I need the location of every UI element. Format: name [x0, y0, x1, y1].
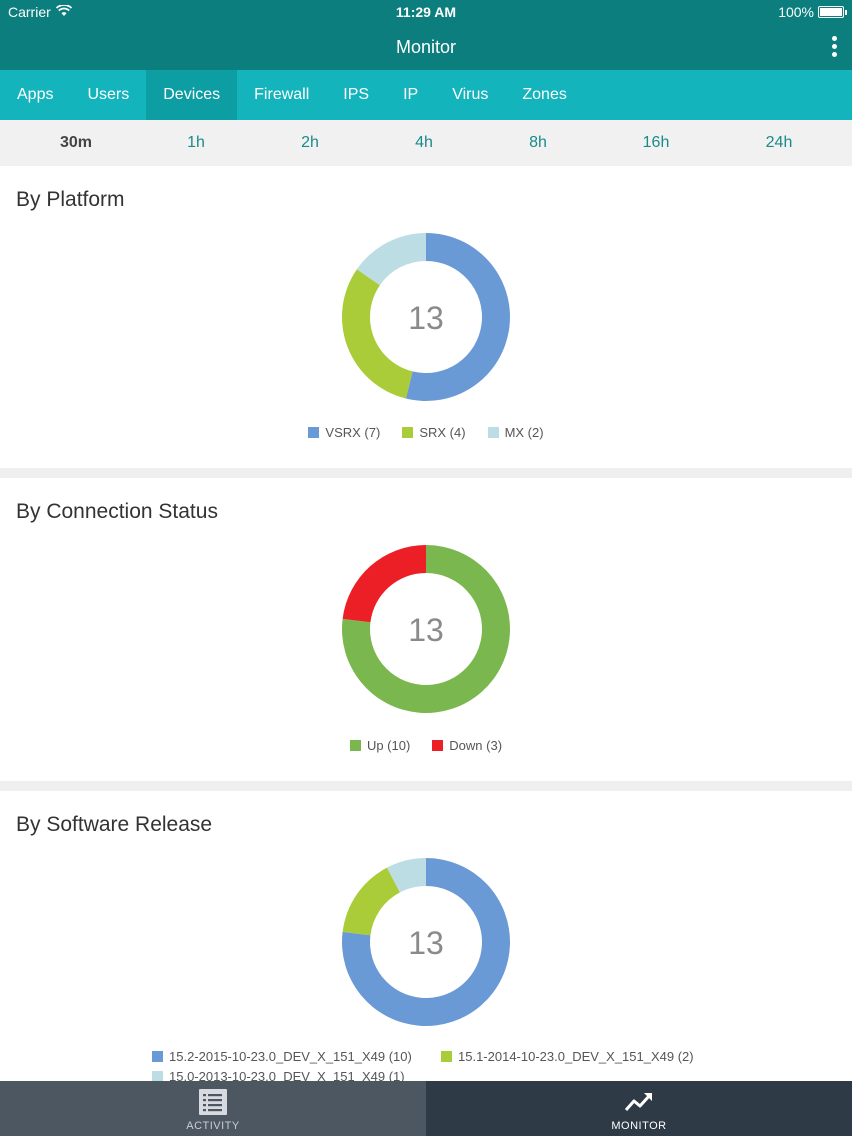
legend-swatch-srx [402, 427, 414, 438]
category-tabs: Apps Users Devices Firewall IPS IP Virus… [0, 70, 852, 120]
time-option-16h[interactable]: 16h [642, 134, 670, 151]
time-option-8h[interactable]: 8h [529, 134, 547, 151]
connection-donut-chart: 13 [342, 545, 510, 713]
bottom-tab-activity-label: ACTIVITY [186, 1120, 240, 1132]
software-section: By Software Release 13 15.2-2015-10-23.0… [0, 791, 852, 1081]
bottom-tab-monitor[interactable]: MONITOR [426, 1081, 852, 1136]
software-total-label: 13 [408, 925, 444, 961]
legend-label-release-151: 15.1-2014-10-23.0_DEV_X_151_X49 (2) [458, 1049, 694, 1064]
legend-item-vsrx: VSRX (7) [308, 425, 380, 440]
wifi-icon [56, 5, 72, 16]
status-bar: Carrier 11:29 AM 100% [0, 0, 852, 24]
legend-swatch-mx [487, 427, 499, 438]
legend-label-mx: MX (2) [504, 425, 544, 440]
battery-icon [818, 6, 847, 18]
legend-item-srx: SRX (4) [402, 425, 466, 440]
section-divider [0, 781, 852, 791]
tab-ip[interactable]: IP [403, 86, 419, 103]
platform-legend: VSRX (7) SRX (4) MX (2) [0, 425, 852, 440]
tab-users[interactable]: Users [87, 86, 130, 103]
section-title-platform: By Platform [16, 188, 125, 211]
tab-firewall[interactable]: Firewall [254, 86, 310, 103]
donut-slice-up [342, 545, 510, 713]
donut-slice-15-0-2013-10-23-0-dev-x-151-x49 [386, 858, 426, 893]
section-title-connection: By Connection Status [16, 500, 218, 523]
time-range-bar: 30m 1h 2h 4h 8h 16h 24h [0, 120, 852, 166]
bottom-tab-monitor-label: MONITOR [611, 1120, 667, 1132]
legend-label-srx: SRX (4) [419, 425, 466, 440]
legend-label-up: Up (10) [366, 738, 411, 753]
trend-up-icon [624, 1093, 652, 1111]
bottom-tab-bar: ACTIVITY MONITOR [0, 1081, 852, 1136]
platform-section: By Platform 13 VSRX (7) SRX (4) MX (2) [0, 166, 852, 468]
platform-total-label: 13 [408, 300, 444, 336]
time-option-4h[interactable]: 4h [415, 134, 433, 151]
donut-slice-mx [356, 233, 426, 286]
legend-item-up: Up (10) [349, 738, 411, 753]
tab-ips[interactable]: IPS [343, 86, 370, 103]
tab-apps[interactable]: Apps [17, 86, 54, 103]
time-option-1h[interactable]: 1h [187, 134, 205, 151]
legend-item-down: Down (3) [432, 738, 502, 753]
page-title: Monitor [395, 37, 457, 57]
tab-zones[interactable]: Zones [522, 86, 567, 103]
time-option-2h[interactable]: 2h [301, 134, 319, 151]
clock: 11:29 AM [395, 4, 457, 20]
tab-devices[interactable]: Devices [146, 70, 238, 120]
donut-slice-down [342, 545, 426, 623]
legend-swatch-up [349, 740, 361, 751]
legend-item-release-151: 15.1-2014-10-23.0_DEV_X_151_X49 (2) [441, 1049, 694, 1064]
legend-item-release-152: 15.2-2015-10-23.0_DEV_X_151_X49 (10) [152, 1049, 412, 1064]
legend-swatch-down [432, 740, 444, 751]
bottom-tab-activity[interactable]: ACTIVITY [0, 1081, 426, 1136]
legend-label-release-150: 15.0-2013-10-23.0_DEV_X_151_X49 (1) [169, 1069, 405, 1081]
donut-slice-15-2-2015-10-23-0-dev-x-151-x49 [342, 858, 510, 1026]
section-title-software: By Software Release [16, 813, 213, 836]
legend-swatch-release-152 [152, 1051, 163, 1062]
legend-swatch-release-150 [152, 1071, 163, 1081]
connection-legend: Up (10) Down (3) [0, 738, 852, 753]
section-divider [0, 468, 852, 478]
donut-slice-srx [342, 269, 413, 399]
platform-donut-chart: 13 [342, 233, 510, 401]
tab-virus[interactable]: Virus [452, 86, 489, 103]
list-icon [199, 1089, 227, 1115]
nav-bar: Monitor [0, 24, 852, 70]
time-option-24h[interactable]: 24h [765, 134, 793, 151]
legend-item-mx: MX (2) [487, 425, 544, 440]
legend-swatch-vsrx [308, 427, 320, 438]
legend-swatch-release-151 [441, 1051, 452, 1062]
legend-label-down: Down (3) [449, 738, 503, 753]
legend-label-vsrx: VSRX (7) [325, 425, 381, 440]
legend-item-release-150: 15.0-2013-10-23.0_DEV_X_151_X49 (1) [152, 1069, 405, 1081]
battery-percent: 100% [778, 4, 814, 20]
kebab-menu-icon[interactable] [830, 36, 838, 60]
time-option-30m[interactable]: 30m [59, 134, 93, 151]
donut-slice-vsrx [405, 233, 510, 401]
software-donut-chart: 13 [342, 858, 510, 1026]
connection-total-label: 13 [408, 612, 444, 648]
legend-label-release-152: 15.2-2015-10-23.0_DEV_X_151_X49 (10) [169, 1049, 412, 1064]
donut-slice-15-1-2014-10-23-0-dev-x-151-x49 [342, 867, 400, 936]
carrier-label: Carrier [8, 4, 51, 20]
connection-section: By Connection Status 13 Up (10) Down (3) [0, 478, 852, 781]
